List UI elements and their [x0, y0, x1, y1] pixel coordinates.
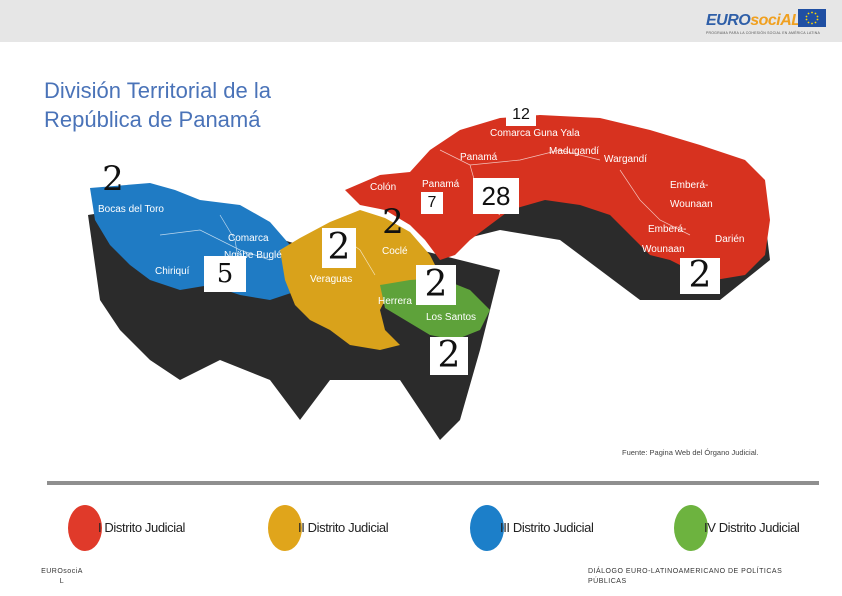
panama-map: Bocas del Toro Chiriquí Comarca Ngäbe Bu…	[88, 115, 770, 440]
label-darien: Darién	[715, 234, 744, 245]
label-colon: Colón	[370, 182, 396, 193]
footer-left-line-2: L	[59, 578, 65, 585]
label-panama-small-1: Panamá	[422, 179, 460, 190]
label-comarca-ngabe-1: Comarca	[228, 233, 269, 244]
label-guna-yala: Comarca Guna Yala	[490, 128, 580, 139]
logo-subtitle: PROGRAMA PARA LA COHESIÓN SOCIAL EN AMÉR…	[706, 31, 820, 35]
count-chiriqui: 5	[204, 256, 246, 292]
label-wargandi: Wargandí	[604, 154, 647, 165]
count-bocas: 2	[102, 159, 124, 199]
legend-dot-green	[674, 505, 708, 551]
label-embera-1-a: Emberá-	[670, 180, 708, 191]
label-panama: Panamá	[460, 152, 498, 163]
legend-dot-red	[68, 505, 102, 551]
count-darien: 2	[680, 258, 720, 294]
count-cocle: 2	[382, 202, 404, 242]
legend-dot-gold	[268, 505, 302, 551]
header-band: EUROsociAL PROGRAMA PARA LA COHESIÓN SOC…	[0, 0, 842, 42]
count-los-santos: 2	[430, 337, 468, 375]
footer-right-line-2: PÚBLICAS	[588, 578, 627, 585]
count-herrera: 2	[416, 265, 456, 305]
label-embera-2-b: Wounaan	[642, 244, 685, 255]
label-veraguas: Veraguas	[310, 274, 352, 285]
page-title: División Territorial de la República de …	[44, 78, 272, 132]
logo-text: EUROsociAL	[706, 12, 801, 30]
legend-dot-blue	[470, 505, 504, 551]
logo-text-main: EURO	[706, 12, 751, 29]
legend-label-3: III Distrito Judicial	[500, 520, 594, 535]
eu-flag-icon	[798, 9, 826, 27]
source-note: Fuente: Pagina Web del Órgano Judicial.	[622, 448, 759, 457]
legend-label-4: IV Distrito Judicial	[704, 520, 800, 535]
eurosocial-logo[interactable]: EUROsociAL PROGRAMA PARA LA COHESIÓN SOC…	[700, 4, 830, 38]
footer-left-line-1: EUROsociA	[41, 568, 83, 575]
legend-label-1: I Distrito Judicial	[98, 520, 186, 535]
count-colon-panama: 12	[506, 104, 536, 126]
legend-label-2: II Distrito Judicial	[298, 520, 389, 535]
region-gold	[280, 210, 440, 350]
label-embera-2-a: Emberá-	[648, 224, 686, 235]
label-bocas: Bocas del Toro	[98, 204, 164, 215]
region-blue	[90, 183, 300, 300]
footer-right-line-1: DIÁLOGO EURO-LATINOAMERICANO DE POLÍTICA…	[588, 568, 783, 575]
count-veraguas: 2	[322, 228, 356, 268]
label-cocle: Coclé	[382, 246, 408, 257]
label-madugandi: Madugandí	[549, 146, 599, 157]
count-panama-oeste: 7	[421, 192, 443, 214]
footer-left: EUROsociA L	[32, 567, 92, 587]
divider	[47, 481, 819, 485]
region-red	[345, 115, 770, 280]
count-panama: 28	[473, 178, 519, 214]
region-green	[380, 278, 490, 340]
footer-right: DIÁLOGO EURO-LATINOAMERICANO DE POLÍTICA…	[588, 567, 782, 587]
logo-text-accent: sociAL	[750, 12, 801, 29]
label-los-santos: Los Santos	[426, 312, 476, 323]
label-herrera: Herrera	[378, 296, 412, 307]
label-comarca-ngabe-2: Ngäbe Buglé	[224, 250, 282, 261]
label-embera-1-b: Wounaan	[670, 199, 713, 210]
label-chiriqui: Chiriquí	[155, 266, 190, 277]
